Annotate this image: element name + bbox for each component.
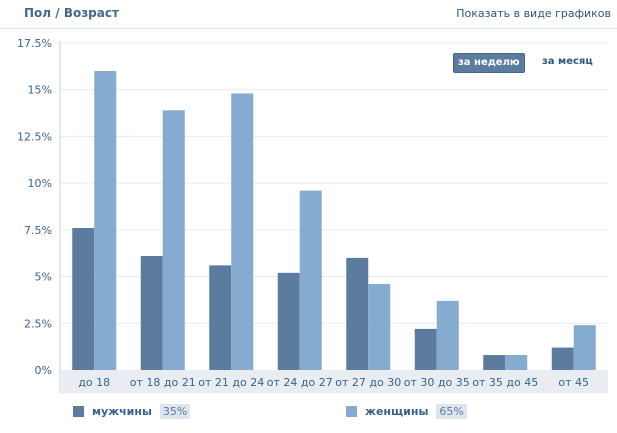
legend-item-men: мужчины 35%	[73, 402, 191, 420]
bar-men	[277, 272, 300, 370]
bar-women	[368, 284, 391, 370]
x-tick-label: от 24 до 27	[267, 376, 333, 389]
bar-men	[209, 265, 232, 370]
bar-women	[573, 325, 596, 370]
show-as-graphs-link[interactable]: Показать в виде графиков	[456, 7, 611, 20]
legend-percent-men: 35%	[159, 403, 191, 419]
x-axis-band	[60, 370, 608, 393]
bar-men	[140, 256, 163, 370]
tab-week[interactable]: за неделю	[453, 53, 525, 73]
bar-women	[94, 71, 117, 371]
section-title: Пол / Возраст	[24, 6, 119, 20]
legend-label-men: мужчины	[92, 404, 152, 418]
legend-item-women: женщины 65%	[346, 402, 467, 420]
x-tick-label: от 35 до 45	[472, 376, 538, 389]
x-tick-label: от 21 до 24	[198, 376, 264, 389]
y-tick-label: 10%	[28, 177, 52, 190]
legend-swatch-women	[346, 405, 357, 417]
y-tick-label: 12.5%	[17, 130, 52, 143]
section-header: Пол / Возраст Показать в виде графиков	[0, 0, 617, 29]
bar-men	[72, 227, 95, 370]
bar-men	[483, 355, 506, 370]
bar-women	[505, 355, 528, 370]
y-tick-label: 0%	[35, 364, 52, 377]
y-tick-label: 15%	[28, 84, 52, 97]
bar-men	[346, 257, 369, 370]
x-tick-label: от 18 до 21	[130, 376, 196, 389]
y-tick-label: 7.5%	[24, 224, 52, 237]
bar-men	[551, 347, 574, 370]
x-tick-label: до 18	[78, 376, 110, 389]
bar-men	[414, 328, 437, 370]
y-tick-label: 2.5%	[24, 317, 52, 330]
tab-month[interactable]: за месяц	[542, 56, 593, 67]
bar-women	[299, 190, 322, 370]
bar-women	[162, 110, 185, 371]
legend-swatch-men	[73, 405, 84, 417]
y-tick-label: 5%	[35, 271, 52, 284]
bar-women	[231, 93, 254, 371]
age-gender-bar-chart: 0% 2.5% 5% 7.5% 10% 12.5% 15% 17.5% до 18 от 18 д…	[17, 37, 608, 393]
x-tick-label: от 27 до 30	[335, 376, 401, 389]
legend-percent-women: 65%	[436, 403, 467, 419]
y-tick-label: 17.5%	[17, 37, 52, 50]
legend-label-women: женщины	[365, 404, 429, 418]
x-tick-label: от 30 до 35	[404, 376, 470, 389]
bar-women	[436, 300, 459, 370]
x-tick-label: от 45	[558, 376, 589, 389]
